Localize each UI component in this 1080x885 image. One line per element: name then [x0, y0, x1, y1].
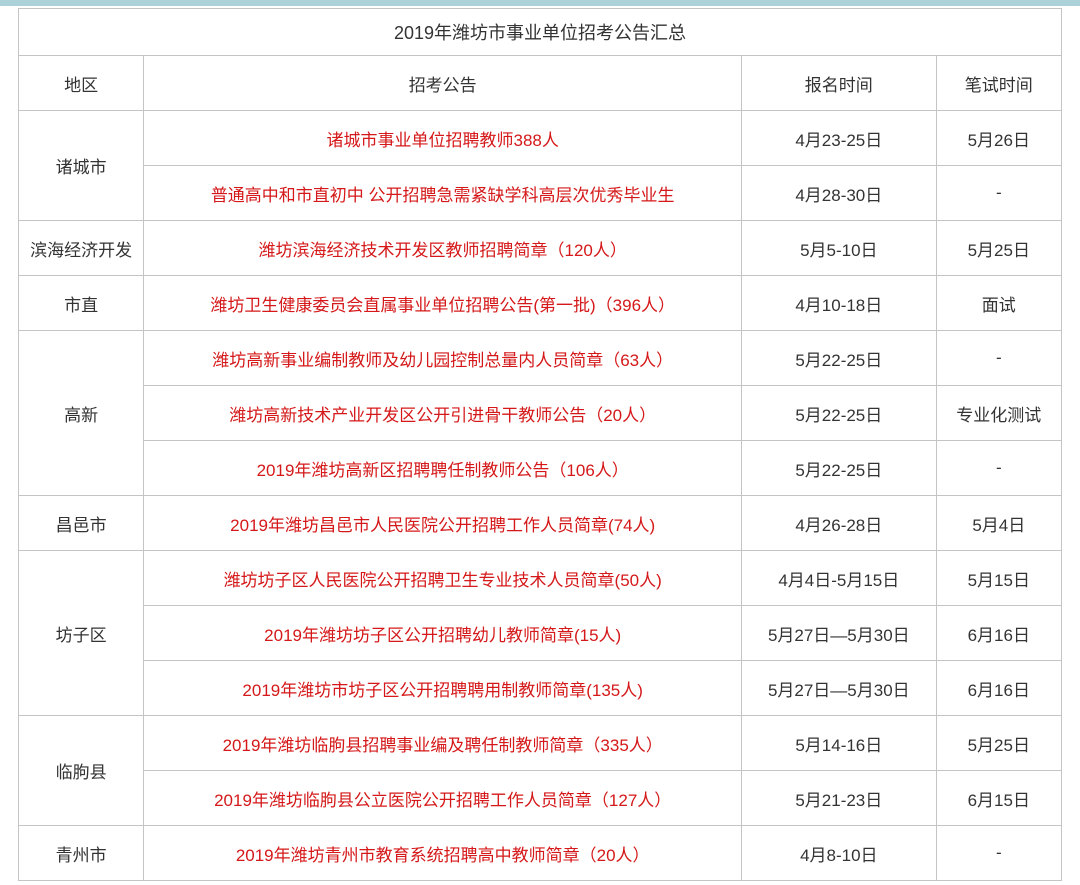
table-row: 2019年潍坊市坊子区公开招聘聘用制教师简章(135人) 5月27日—5月30日6… [19, 661, 1062, 716]
notice-cell: 潍坊卫生健康委员会直属事业单位招聘公告(第一批)（396人） [144, 276, 742, 331]
reg-time-cell: 4月4日-5月15日 [742, 551, 937, 606]
reg-time-cell: 5月22-25日 [742, 386, 937, 441]
notice-cell: 2019年潍坊市坊子区公开招聘聘用制教师简章(135人) [144, 661, 742, 716]
table-row: 高新潍坊高新事业编制教师及幼儿园控制总量内人员简章（63人）5月22-25日- [19, 331, 1062, 386]
region-cell: 滨海经济开发 [19, 221, 144, 276]
region-cell: 坊子区 [19, 551, 144, 716]
notice-cell: 2019年潍坊坊子区公开招聘幼儿教师简章(15人) [144, 606, 742, 661]
exam-time-cell: 6月16日 [936, 606, 1061, 661]
region-cell: 临朐县 [19, 716, 144, 826]
table-row: 临朐县2019年潍坊临朐县招聘事业编及聘任制教师简章（335人）5月14-16日… [19, 716, 1062, 771]
table-row: 2019年潍坊临朐县公立医院公开招聘工作人员简章（127人） 5月21-23日6月… [19, 771, 1062, 826]
notice-cell: 潍坊滨海经济技术开发区教师招聘简章（120人） [144, 221, 742, 276]
notice-cell: 普通高中和市直初中 公开招聘急需紧缺学科高层次优秀毕业生 [144, 166, 742, 221]
exam-time-cell: 5月15日 [936, 551, 1061, 606]
exam-time-cell: 5月25日 [936, 221, 1061, 276]
reg-time-cell: 5月27日—5月30日 [742, 606, 937, 661]
table-row: 诸城市诸城市事业单位招聘教师388人4月23-25日5月26日 [19, 111, 1062, 166]
table-row: 坊子区潍坊坊子区人民医院公开招聘卫生专业技术人员简章(50人)4月4日-5月15… [19, 551, 1062, 606]
reg-time-cell: 4月28-30日 [742, 166, 937, 221]
notice-link[interactable]: 2019年潍坊临朐县公立医院公开招聘工作人员简章（127人） [214, 791, 671, 810]
exam-time-cell: 6月16日 [936, 661, 1061, 716]
notice-link[interactable]: 2019年潍坊青州市教育系统招聘高中教师简章（20人） [236, 846, 650, 865]
content-wrap: 2019年潍坊市事业单位招考公告汇总地区招考公告报名时间笔试时间诸城市 诸城市事业… [0, 8, 1080, 881]
notice-cell: 诸城市事业单位招聘教师388人 [144, 111, 742, 166]
header-exam-time: 笔试时间 [936, 56, 1061, 111]
top-color-bar [0, 0, 1080, 6]
table-row: 2019年潍坊坊子区公开招聘幼儿教师简章(15人) 5月27日—5月30日6月16… [19, 606, 1062, 661]
notice-link[interactable]: 潍坊坊子区人民医院公开招聘卫生专业技术人员简章(50人) [224, 571, 662, 590]
reg-time-cell: 5月14-16日 [742, 716, 937, 771]
exam-time-cell: - [936, 331, 1061, 386]
reg-time-cell: 5月27日—5月30日 [742, 661, 937, 716]
recruitment-table: 2019年潍坊市事业单位招考公告汇总地区招考公告报名时间笔试时间诸城市 诸城市事业… [18, 8, 1062, 881]
reg-time-cell: 5月22-25日 [742, 441, 937, 496]
notice-link[interactable]: 2019年潍坊昌邑市人民医院公开招聘工作人员简章(74人) [230, 516, 655, 535]
notice-cell: 2019年潍坊青州市教育系统招聘高中教师简章（20人） [144, 826, 742, 881]
header-region: 地区 [19, 56, 144, 111]
notice-link[interactable]: 诸城市事业单位招聘教师388人 [327, 131, 559, 150]
reg-time-cell: 5月21-23日 [742, 771, 937, 826]
table-row: 滨海经济开发 潍坊滨海经济技术开发区教师招聘简章（120人） 5月5-10日5月25… [19, 221, 1062, 276]
notice-link[interactable]: 普通高中和市直初中 公开招聘急需紧缺学科高层次优秀毕业生 [211, 186, 675, 205]
reg-time-cell: 5月22-25日 [742, 331, 937, 386]
table-row: 潍坊高新技术产业开发区公开引进骨干教师公告（20人） 5月22-25日专业化测试 [19, 386, 1062, 441]
exam-time-cell: - [936, 441, 1061, 496]
table-row: 青州市 2019年潍坊青州市教育系统招聘高中教师简章（20人） 4月8-10日- [19, 826, 1062, 881]
notice-cell: 潍坊高新事业编制教师及幼儿园控制总量内人员简章（63人） [144, 331, 742, 386]
exam-time-cell: 面试 [936, 276, 1061, 331]
table-row: 2019年潍坊高新区招聘聘任制教师公告（106人） 5月22-25日- [19, 441, 1062, 496]
notice-link[interactable]: 潍坊卫生健康委员会直属事业单位招聘公告(第一批)（396人） [210, 296, 675, 315]
reg-time-cell: 4月26-28日 [742, 496, 937, 551]
notice-cell: 2019年潍坊昌邑市人民医院公开招聘工作人员简章(74人) [144, 496, 742, 551]
region-cell: 昌邑市 [19, 496, 144, 551]
notice-link[interactable]: 2019年潍坊高新区招聘聘任制教师公告（106人） [257, 461, 629, 480]
reg-time-cell: 5月5-10日 [742, 221, 937, 276]
header-notice: 招考公告 [144, 56, 742, 111]
exam-time-cell: - [936, 166, 1061, 221]
table-row: 市直 潍坊卫生健康委员会直属事业单位招聘公告(第一批)（396人） 4月10-18日… [19, 276, 1062, 331]
exam-time-cell: 5月26日 [936, 111, 1061, 166]
notice-cell: 2019年潍坊临朐县公立医院公开招聘工作人员简章（127人） [144, 771, 742, 826]
exam-time-cell: 5月25日 [936, 716, 1061, 771]
notice-cell: 潍坊高新技术产业开发区公开引进骨干教师公告（20人） [144, 386, 742, 441]
table-title: 2019年潍坊市事业单位招考公告汇总 [19, 9, 1062, 56]
region-cell: 高新 [19, 331, 144, 496]
reg-time-cell: 4月10-18日 [742, 276, 937, 331]
exam-time-cell: 6月15日 [936, 771, 1061, 826]
reg-time-cell: 4月8-10日 [742, 826, 937, 881]
region-cell: 市直 [19, 276, 144, 331]
region-cell: 诸城市 [19, 111, 144, 221]
exam-time-cell: 5月4日 [936, 496, 1061, 551]
notice-link[interactable]: 2019年潍坊市坊子区公开招聘聘用制教师简章(135人) [242, 681, 643, 700]
notice-link[interactable]: 潍坊滨海经济技术开发区教师招聘简章（120人） [259, 241, 627, 260]
notice-link[interactable]: 潍坊高新事业编制教师及幼儿园控制总量内人员简章（63人） [212, 351, 673, 370]
notice-cell: 2019年潍坊临朐县招聘事业编及聘任制教师简章（335人） [144, 716, 742, 771]
notice-link[interactable]: 潍坊高新技术产业开发区公开引进骨干教师公告（20人） [229, 406, 656, 425]
notice-link[interactable]: 2019年潍坊临朐县招聘事业编及聘任制教师简章（335人） [223, 736, 663, 755]
reg-time-cell: 4月23-25日 [742, 111, 937, 166]
region-cell: 青州市 [19, 826, 144, 881]
table-row: 昌邑市 2019年潍坊昌邑市人民医院公开招聘工作人员简章(74人) 4月26-28日… [19, 496, 1062, 551]
notice-cell: 2019年潍坊高新区招聘聘任制教师公告（106人） [144, 441, 742, 496]
exam-time-cell: - [936, 826, 1061, 881]
notice-link[interactable]: 2019年潍坊坊子区公开招聘幼儿教师简章(15人) [264, 626, 621, 645]
header-reg-time: 报名时间 [742, 56, 937, 111]
notice-cell: 潍坊坊子区人民医院公开招聘卫生专业技术人员简章(50人) [144, 551, 742, 606]
exam-time-cell: 专业化测试 [936, 386, 1061, 441]
table-row: 普通高中和市直初中 公开招聘急需紧缺学科高层次优秀毕业生 4月28-30日- [19, 166, 1062, 221]
